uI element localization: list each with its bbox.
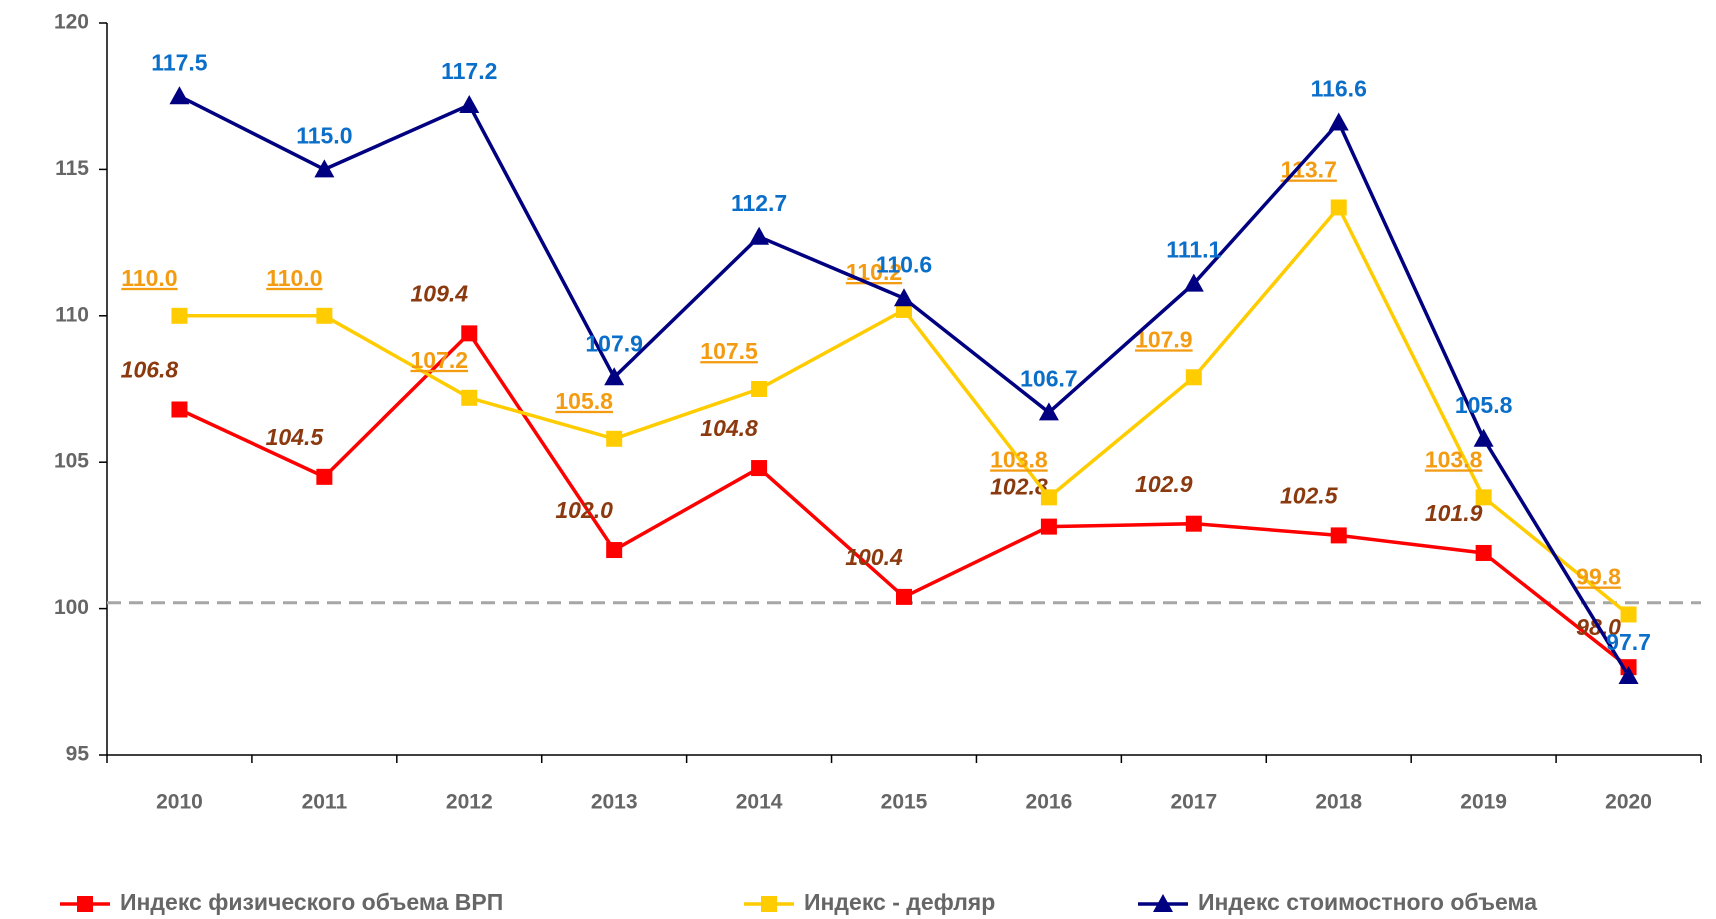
data-label: 99.8	[1576, 564, 1621, 590]
marker	[1040, 489, 1057, 506]
data-label: 116.6	[1311, 76, 1367, 102]
data-label: 104.5	[266, 424, 325, 450]
data-label: 117.2	[441, 58, 497, 84]
data-label: 107.5	[700, 338, 758, 364]
y-tick-label: 115	[55, 157, 89, 180]
data-label: 107.9	[585, 330, 643, 356]
data-label: 103.8	[990, 446, 1048, 472]
x-tick-label: 2020	[1605, 791, 1652, 814]
data-label: 117.5	[151, 49, 207, 75]
legend-marker	[761, 896, 777, 912]
data-label: 102.5	[1280, 482, 1339, 508]
marker	[1620, 606, 1637, 623]
x-tick-label: 2010	[156, 791, 203, 814]
y-tick-label: 100	[54, 596, 89, 619]
data-label: 103.8	[1425, 446, 1483, 472]
marker	[1475, 544, 1492, 561]
marker	[171, 401, 188, 418]
x-tick-label: 2011	[302, 791, 348, 814]
marker	[1330, 199, 1347, 216]
marker	[1185, 369, 1202, 386]
marker	[314, 159, 335, 178]
x-tick-label: 2012	[446, 791, 493, 814]
y-tick-label: 120	[54, 11, 89, 34]
marker	[604, 367, 625, 386]
marker	[1618, 665, 1639, 684]
data-label: 110.0	[121, 265, 177, 291]
legend-marker	[77, 896, 93, 912]
marker	[316, 307, 333, 324]
marker	[751, 460, 768, 477]
data-label: 107.9	[1135, 326, 1193, 352]
data-label: 102.9	[1135, 471, 1193, 497]
x-tick-label: 2018	[1315, 791, 1362, 814]
data-label: 106.7	[1020, 366, 1078, 392]
data-label: 110.2	[846, 259, 902, 285]
marker	[751, 381, 768, 397]
marker	[1038, 402, 1059, 421]
data-label: 109.4	[410, 280, 468, 306]
data-label: 112.7	[731, 190, 787, 216]
x-tick-label: 2017	[1170, 791, 1217, 814]
marker	[1040, 518, 1057, 535]
data-label: 107.2	[410, 347, 468, 373]
x-tick-label: 2013	[591, 791, 638, 814]
data-label: 102.0	[555, 497, 613, 523]
x-tick-label: 2019	[1460, 791, 1507, 814]
data-label: 115.0	[296, 122, 352, 148]
marker	[606, 430, 623, 447]
legend-marker	[1153, 894, 1173, 912]
data-label: 104.8	[700, 415, 758, 441]
data-label: 101.9	[1425, 500, 1483, 526]
marker	[606, 542, 623, 559]
marker	[1183, 273, 1204, 292]
data-label: 110.6	[876, 251, 932, 277]
data-label: 105.8	[555, 388, 613, 414]
data-label: 111.1	[1166, 237, 1221, 263]
data-label: 106.8	[121, 357, 179, 383]
marker	[459, 94, 480, 113]
data-label: 100.4	[845, 544, 903, 570]
marker	[169, 86, 190, 105]
marker	[316, 468, 333, 485]
legend-label: Индекс физического объема ВРП	[120, 889, 503, 915]
series-line	[178, 330, 1630, 669]
y-tick-label: 105	[54, 450, 89, 473]
y-tick-label: 95	[66, 743, 90, 766]
marker	[1475, 489, 1492, 506]
data-label: 110.0	[266, 265, 322, 291]
marker	[1473, 428, 1494, 447]
marker	[1328, 112, 1349, 131]
x-tick-label: 2016	[1026, 791, 1073, 814]
legend-label: Индекс стоимостного объема	[1198, 889, 1537, 915]
y-tick-label: 110	[55, 303, 89, 326]
marker	[1185, 515, 1202, 532]
data-label: 102.8	[990, 474, 1048, 500]
marker	[461, 325, 478, 342]
marker	[894, 288, 914, 307]
marker	[749, 226, 770, 245]
marker	[171, 307, 188, 324]
marker	[896, 588, 912, 605]
marker	[461, 389, 478, 406]
marker	[1330, 527, 1347, 544]
data-label: 97.7	[1606, 629, 1651, 655]
data-label: 105.8	[1455, 392, 1513, 418]
legend-label: Индекс - дефляр	[804, 889, 995, 915]
x-tick-label: 2015	[881, 791, 928, 814]
x-tick-label: 2014	[736, 791, 783, 814]
